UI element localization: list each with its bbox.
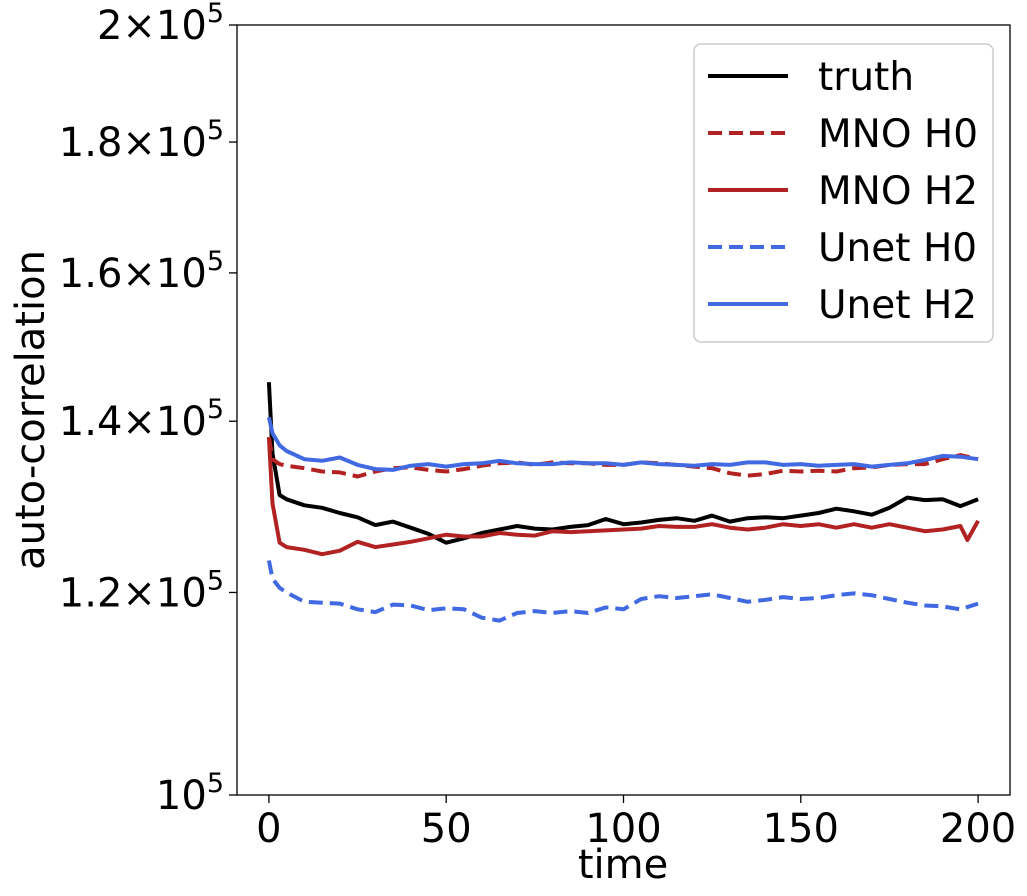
x-axis-label: time (578, 842, 668, 888)
legend-label-mno-h2: MNO H2 (818, 169, 978, 214)
x-tick-label: 50 (421, 806, 472, 852)
x-tick-label: 100 (585, 806, 661, 852)
y-tick-label: 1.6×105 (59, 246, 224, 297)
x-tick-label: 200 (940, 806, 1016, 852)
y-axis: 105 1.2×105 1.4×105 1.6×105 1.8×105 2×105 (59, 0, 237, 819)
series-line-unet-h0 (266, 560, 979, 623)
legend-label-truth: truth (818, 55, 914, 100)
y-tick-label: 2×105 (97, 0, 224, 49)
series-line-mno-h2 (266, 437, 980, 557)
series-line-unet-h2 (266, 416, 979, 472)
legend-box (693, 43, 994, 343)
x-tick-label: 150 (763, 806, 839, 852)
legend-label-unet-h0: Unet H0 (818, 226, 977, 271)
y-tick-label: 1.4×105 (59, 394, 224, 445)
legend: truth MNO H0 MNO H2 Unet H0 Unet H2 (693, 43, 994, 343)
y-tick-label: 1.8×105 (59, 115, 224, 166)
series-line-truth (266, 382, 979, 545)
y-tick-label: 1.2×105 (59, 565, 224, 616)
y-axis-label: auto-correlation (8, 250, 54, 570)
y-tick-label: 105 (156, 768, 224, 819)
legend-label-mno-h0: MNO H0 (818, 112, 978, 157)
legend-label-unet-h2: Unet H2 (818, 283, 977, 328)
x-axis: 0 50 100 150 200 (256, 795, 1016, 852)
x-tick-label: 0 (256, 806, 281, 852)
series-layer (266, 382, 980, 623)
